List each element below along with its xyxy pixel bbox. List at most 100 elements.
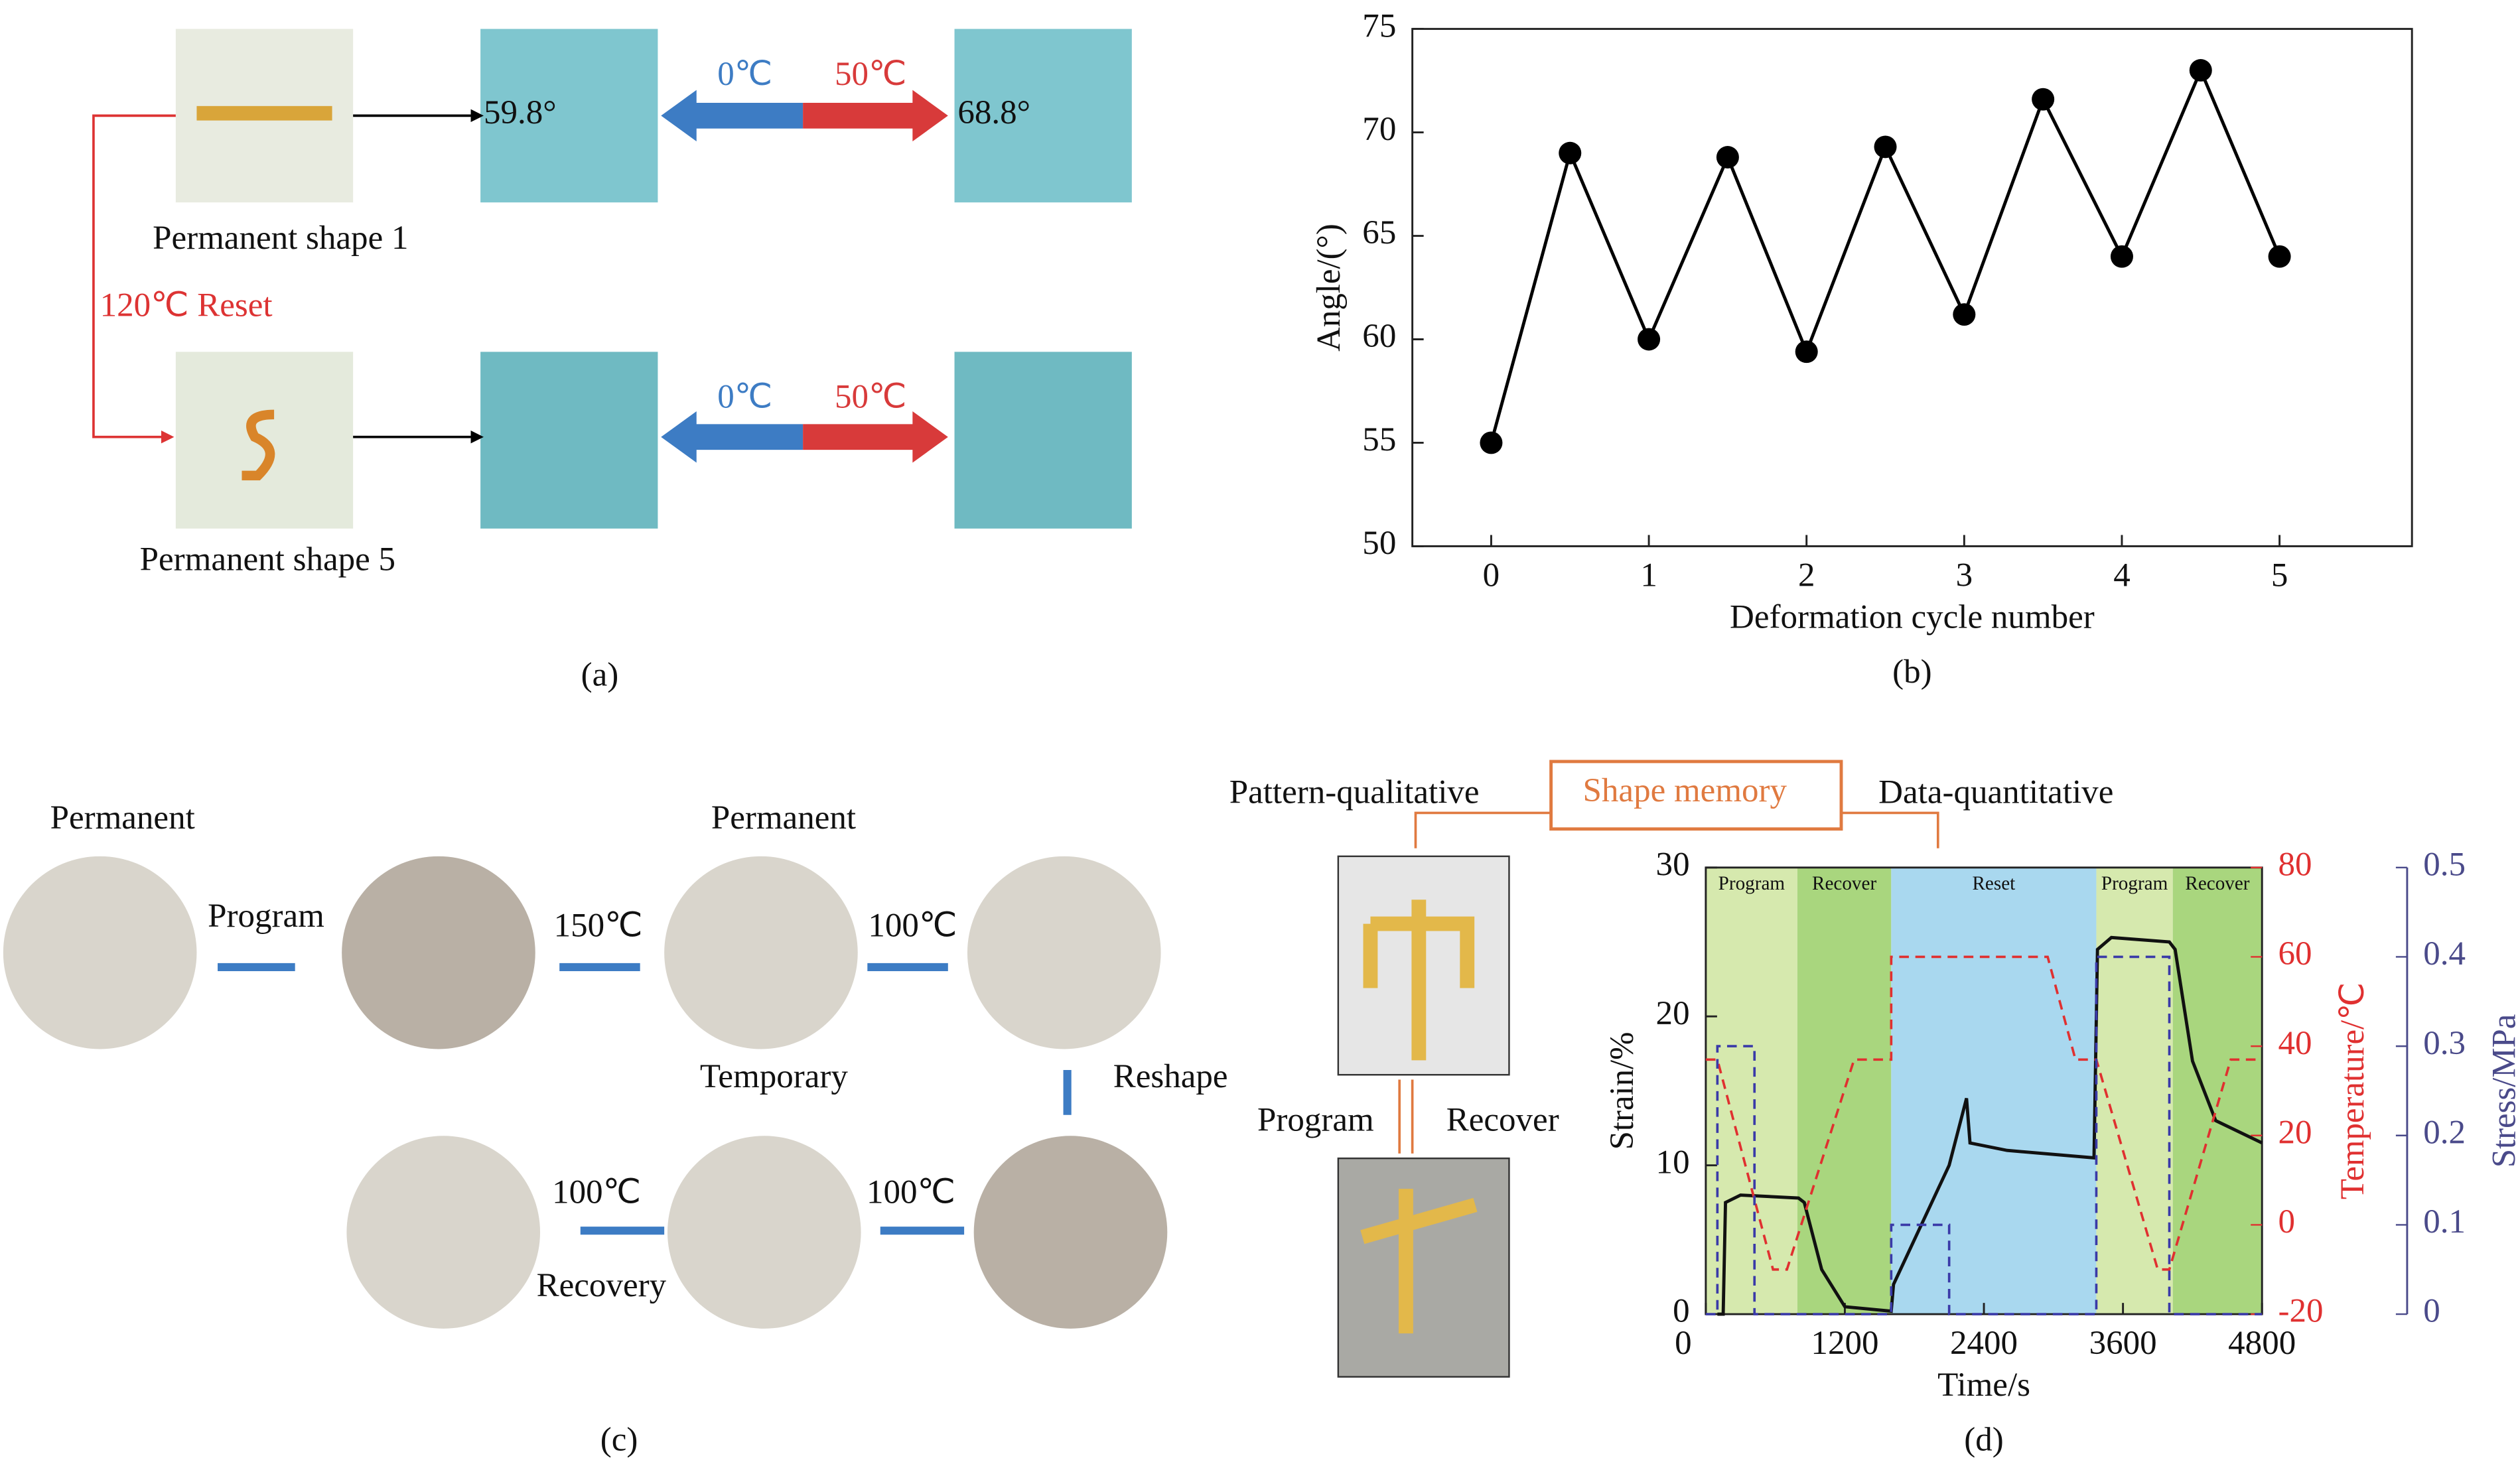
x-tick-label: 0 — [1483, 557, 1500, 594]
y3-tick-label: 0.3 — [2423, 1025, 2466, 1062]
angle: 68.8° — [957, 94, 1030, 131]
caption: Permanent shape 1 — [153, 220, 408, 257]
caption: Permanent — [50, 799, 195, 836]
y2-tick-label: 60 — [2278, 935, 2312, 972]
temp: 0℃ — [717, 56, 772, 93]
phase-band — [1891, 867, 2097, 1315]
strip — [196, 105, 332, 121]
data-line — [1490, 66, 2281, 444]
caption: Pattern-qualitative — [1229, 774, 1480, 811]
photo — [967, 856, 1161, 1049]
data-point — [1795, 340, 1818, 364]
box — [1549, 760, 1843, 831]
phase-label: Recover — [2185, 873, 2249, 894]
phase-label: Recover — [1812, 873, 1876, 894]
phase-band — [1797, 867, 1892, 1315]
photo — [973, 1136, 1168, 1329]
data-point — [1874, 135, 1897, 159]
data-point — [2110, 245, 2133, 268]
arrowhead — [161, 431, 175, 444]
phase-band — [2096, 867, 2173, 1315]
y-tick-label: 65 — [1362, 214, 1396, 251]
panel-label: (c) — [600, 1422, 638, 1459]
temp: 50℃ — [835, 56, 906, 93]
y2-tick-label: 80 — [2278, 846, 2312, 884]
photo — [664, 856, 858, 1049]
y-tick-label: 20 — [1656, 995, 1690, 1032]
figure-shape — [1360, 900, 1478, 1334]
panel-c: Permanent Program 150℃ Permanent 100℃ Te… — [3, 799, 1228, 1458]
y-tick-label: 70 — [1362, 111, 1396, 148]
y3-tick-label: 0.1 — [2423, 1203, 2466, 1240]
y-tick-label: 10 — [1656, 1144, 1690, 1181]
caption: Recovery — [537, 1267, 667, 1304]
x-tick-label: 0 — [1675, 1325, 1692, 1362]
x-tick-label: 2 — [1798, 557, 1815, 594]
data-line — [1717, 935, 2263, 1316]
y-tick-label: 30 — [1656, 846, 1690, 884]
caption: Permanent — [711, 799, 856, 836]
caption: Shape memory — [1583, 772, 1787, 809]
caption: 100℃ — [552, 1174, 641, 1211]
s-shape — [242, 409, 275, 481]
caption: Permanent shape 5 — [140, 541, 395, 578]
data-point — [2268, 245, 2291, 268]
phase-band — [2172, 867, 2263, 1315]
y-tick-label: 55 — [1362, 421, 1396, 458]
data-point — [2189, 59, 2212, 82]
x-tick-label: 5 — [2271, 557, 2288, 594]
panel-label: (b) — [1892, 653, 1932, 691]
caption: 100℃ — [868, 907, 957, 945]
x-tick-label: 1200 — [1811, 1325, 1878, 1362]
caption: Program — [1257, 1102, 1374, 1139]
y-tick-label: 0 — [1673, 1293, 1690, 1330]
panel-label: (a) — [581, 657, 619, 694]
y-tick-label: 75 — [1362, 7, 1396, 44]
data-point — [1480, 431, 1503, 454]
phase-label: Reset — [1972, 873, 2015, 894]
photo — [667, 1136, 861, 1329]
x-label: Deformation cycle number — [1730, 599, 2095, 636]
caption: 100℃ — [867, 1174, 955, 1211]
reset-arrow — [92, 114, 176, 438]
cold-arrow — [661, 90, 804, 463]
data-point — [1953, 303, 1976, 326]
x-tick-label: 4 — [2113, 557, 2131, 594]
data-point — [2032, 88, 2055, 111]
temp: 0℃ — [717, 379, 772, 416]
x-tick-label: 1 — [1640, 557, 1657, 594]
photo — [3, 856, 197, 1049]
y-label: Strain/% — [1604, 1032, 1641, 1150]
phase-band — [1705, 867, 1797, 1315]
arrow — [218, 963, 1072, 1235]
data-line — [1705, 955, 2263, 1315]
photo — [954, 29, 1132, 203]
x-tick-label: 2400 — [1950, 1325, 2018, 1362]
x-tick-label: 3600 — [2089, 1325, 2157, 1362]
panel-a: 59.8° 68.8° 0℃ 50℃ 0℃ 50℃ Permanent shap… — [92, 29, 1132, 694]
caption: Data-quantitative — [1878, 774, 2113, 811]
photo — [346, 1136, 541, 1329]
y3-tick-label: 0.5 — [2423, 846, 2466, 884]
x-tick-label: 4800 — [2228, 1325, 2296, 1362]
phase-label: Program — [2101, 873, 2168, 894]
data-point — [1716, 146, 1739, 168]
caption: Temporary — [700, 1058, 849, 1095]
photo — [480, 352, 658, 529]
caption: Recover — [1446, 1102, 1559, 1139]
temp: 50℃ — [835, 379, 906, 416]
phase-label: Program — [1718, 873, 1785, 894]
y2-tick-label: 20 — [2278, 1114, 2312, 1152]
y2-tick-label: 40 — [2278, 1025, 2312, 1062]
photo — [1337, 1157, 1510, 1378]
plot-frame — [1411, 28, 2413, 547]
panel-d-diagram: Pattern-qualitative Shape memory Data-qu… — [1229, 760, 2113, 1378]
data-point — [1559, 141, 1582, 165]
caption: 120℃ Reset — [100, 287, 273, 324]
caption: Reshape — [1113, 1058, 1228, 1095]
y3-tick-label: 0 — [2423, 1293, 2440, 1330]
photo — [954, 352, 1132, 529]
y-label: Angle/(°) — [1310, 224, 1348, 352]
y-tick-label: 50 — [1362, 525, 1396, 562]
y2-tick-label: -20 — [2278, 1293, 2324, 1330]
